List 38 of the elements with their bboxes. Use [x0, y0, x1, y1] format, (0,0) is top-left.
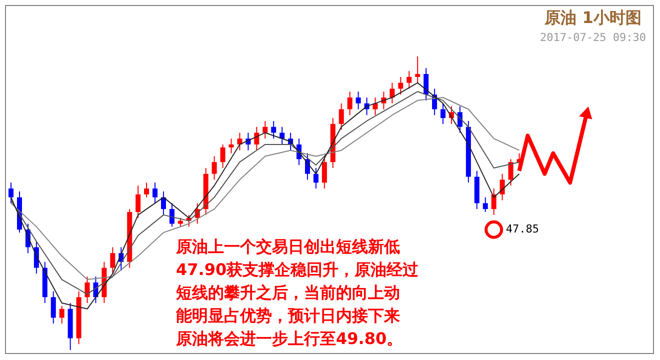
candlestick	[50, 290, 56, 324]
candlestick	[262, 120, 268, 140]
candlestick	[356, 91, 361, 110]
candlestick	[347, 91, 352, 116]
candlestick	[110, 246, 116, 274]
candlestick	[84, 276, 90, 304]
candlestick	[136, 185, 141, 218]
annotation: 47.85	[506, 222, 539, 236]
candlestick	[212, 156, 217, 180]
candlestick	[390, 82, 395, 104]
candlestick	[457, 106, 462, 134]
candlestick	[34, 240, 39, 274]
candlestick	[322, 156, 327, 190]
candlestick	[398, 76, 404, 96]
chart-title: 原油 1小时图	[544, 8, 642, 27]
candlestick	[59, 305, 64, 324]
candlestick	[144, 182, 150, 198]
candlestick	[415, 56, 420, 84]
candlestick	[228, 138, 234, 154]
candlestick	[482, 196, 488, 213]
candlestick	[169, 202, 174, 228]
candlestick	[424, 68, 429, 101]
candlestick	[254, 126, 260, 151]
candlestick	[280, 126, 285, 145]
annotation: 原油上一个交易日创出短线新低47.90获支撑企稳回升，原油经过短线的攀升之后，当前的向上动能明显占优势，预计日内接下来原油将会进一步上行至49.80。	[175, 237, 420, 348]
chart-subtitle: 2017-07-25 09:30	[540, 31, 646, 44]
candlestick	[406, 70, 412, 90]
candlestick	[152, 182, 158, 204]
candlestick	[8, 182, 14, 204]
candlestick	[500, 173, 505, 201]
candlestick	[508, 158, 514, 186]
candlestick	[237, 132, 242, 151]
candlestick	[338, 102, 344, 130]
candlestick	[440, 102, 446, 124]
candlestick	[220, 144, 226, 168]
candlestick	[271, 120, 276, 140]
candlestick	[491, 188, 496, 216]
candlestick	[313, 167, 318, 190]
